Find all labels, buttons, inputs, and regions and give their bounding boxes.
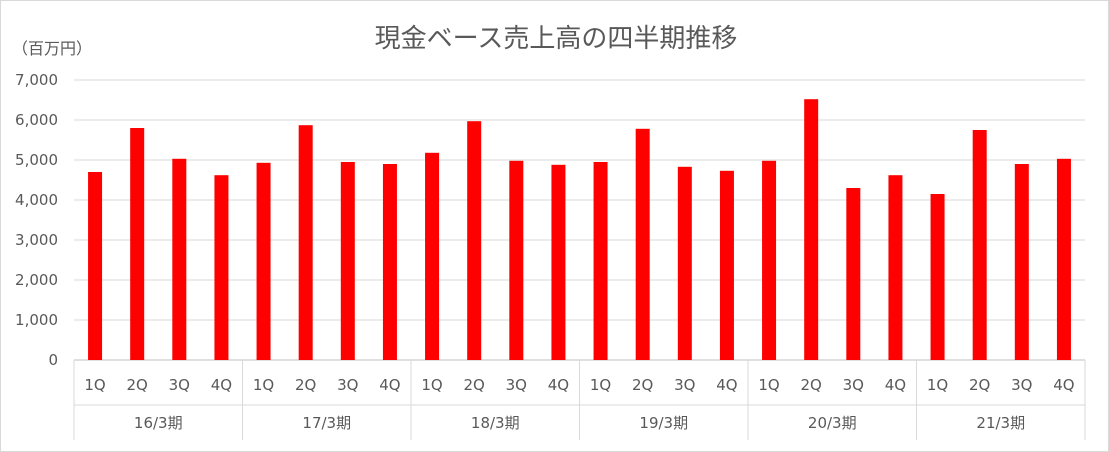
x-tick-label: 3Q bbox=[674, 376, 695, 394]
y-tick-label: 2,000 bbox=[15, 271, 58, 289]
bar bbox=[509, 160, 524, 360]
bar bbox=[551, 164, 566, 360]
x-axis: 1Q 2Q 3Q 4Q 16/3期 1Q 2Q 3Q 4Q 17/3期 1Q 2Q 3Q 4Q 18/3期 1… bbox=[73, 360, 1086, 440]
bar bbox=[172, 158, 187, 360]
y-tick-label: 5,000 bbox=[15, 151, 58, 169]
bar bbox=[1056, 158, 1071, 360]
bar bbox=[635, 128, 650, 360]
period-group-label: 19/3期 bbox=[639, 414, 688, 432]
bar bbox=[382, 164, 397, 360]
x-tick-label: 1Q bbox=[84, 376, 105, 394]
bar bbox=[593, 162, 608, 360]
x-tick-label: 1Q bbox=[421, 376, 442, 394]
x-tick-label: 1Q bbox=[590, 376, 611, 394]
x-tick-label: 4Q bbox=[1053, 376, 1074, 394]
chart-title: 現金ベース売上高の四半期推移 bbox=[375, 24, 738, 54]
y-tick-label: 7,000 bbox=[15, 71, 58, 89]
x-tick-label: 3Q bbox=[337, 376, 358, 394]
x-tick-label: 1Q bbox=[758, 376, 779, 394]
x-tick-label: 4Q bbox=[211, 376, 232, 394]
x-tick-label: 2Q bbox=[127, 376, 148, 394]
x-tick-label: 3Q bbox=[843, 376, 864, 394]
y-tick-label: 0 bbox=[48, 351, 58, 369]
x-tick-label: 4Q bbox=[548, 376, 569, 394]
y-tick-label: 1,000 bbox=[15, 311, 58, 329]
bar bbox=[88, 172, 103, 360]
bar bbox=[298, 125, 313, 360]
bar bbox=[425, 152, 440, 360]
bar bbox=[762, 160, 777, 360]
x-tick-label: 1Q bbox=[253, 376, 274, 394]
period-group-label: 17/3期 bbox=[302, 414, 351, 432]
bars bbox=[88, 99, 1071, 360]
x-tick-label: 2Q bbox=[632, 376, 653, 394]
bar bbox=[972, 130, 987, 360]
x-tick-label: 3Q bbox=[1011, 376, 1032, 394]
bar bbox=[719, 170, 734, 360]
y-tick-label: 3,000 bbox=[15, 231, 58, 249]
y-axis-ticks: 0 1,000 2,000 3,000 4,000 5,000 6,000 7,000 bbox=[15, 71, 58, 369]
bar bbox=[888, 175, 903, 360]
y-tick-label: 6,000 bbox=[15, 111, 58, 129]
bar bbox=[930, 194, 945, 360]
y-tick-label: 4,000 bbox=[15, 191, 58, 209]
x-tick-label: 2Q bbox=[464, 376, 485, 394]
period-group-label: 16/3期 bbox=[134, 414, 183, 432]
x-tick-label: 1Q bbox=[927, 376, 948, 394]
x-tick-label: 3Q bbox=[169, 376, 190, 394]
x-tick-label: 2Q bbox=[969, 376, 990, 394]
x-tick-label: 4Q bbox=[716, 376, 737, 394]
period-group-label: 21/3期 bbox=[976, 414, 1025, 432]
bar bbox=[804, 99, 819, 360]
x-tick-label: 2Q bbox=[801, 376, 822, 394]
bar bbox=[846, 188, 861, 360]
bar bbox=[130, 128, 145, 360]
bar bbox=[214, 175, 229, 360]
x-tick-label: 4Q bbox=[885, 376, 906, 394]
bar bbox=[256, 162, 271, 360]
bar bbox=[1014, 164, 1029, 360]
period-group-label: 18/3期 bbox=[471, 414, 520, 432]
x-tick-label: 2Q bbox=[295, 376, 316, 394]
period-group-label: 20/3期 bbox=[808, 414, 857, 432]
bar bbox=[677, 166, 692, 360]
y-axis-unit-label: （百万円） bbox=[12, 39, 92, 58]
bar bbox=[340, 162, 355, 360]
x-tick-label: 4Q bbox=[379, 376, 400, 394]
bar bbox=[467, 121, 482, 360]
x-tick-label: 3Q bbox=[506, 376, 527, 394]
